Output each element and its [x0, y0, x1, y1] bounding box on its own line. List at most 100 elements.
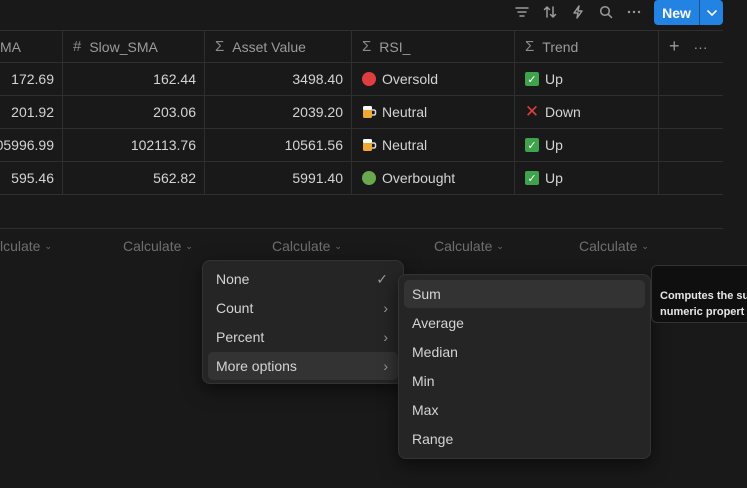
- menu-item-label: None: [216, 271, 250, 287]
- chevron-down-icon: ⌄: [334, 240, 342, 251]
- tooltip-line: Computes the su: [660, 290, 747, 302]
- rsi-label: Neutral: [382, 104, 428, 120]
- cell-empty: [659, 96, 723, 128]
- column-header-label: Asset Value: [232, 38, 306, 55]
- menu-item-range[interactable]: Range: [412, 431, 454, 447]
- new-dropdown-button[interactable]: [700, 0, 723, 25]
- search-icon[interactable]: [595, 3, 617, 21]
- column-header-slow-sma[interactable]: # Slow_SMA: [63, 31, 205, 62]
- red-circle-icon: [361, 71, 377, 87]
- menu-item-label: Percent: [216, 329, 265, 345]
- chevron-down-icon: ⌄: [496, 240, 504, 251]
- cell-empty: [659, 162, 723, 194]
- new-button[interactable]: New: [662, 4, 691, 21]
- column-header-asset-value[interactable]: Σ Asset Value: [205, 31, 352, 62]
- table-row[interactable]: 201.92 203.06 2039.20 Neutral ✕ Down: [0, 96, 723, 129]
- cell-trend[interactable]: ✓ Up: [515, 63, 659, 95]
- column-more-icon[interactable]: ···: [693, 38, 708, 55]
- more-icon[interactable]: [623, 3, 645, 21]
- new-button-divider: [699, 0, 700, 25]
- calculate-dropdown-slow-sma[interactable]: Calculate ⌄: [123, 237, 193, 255]
- chevron-right-icon: ›: [383, 329, 388, 345]
- rsi-label: Overbought: [382, 170, 456, 186]
- menu-item-label: Count: [216, 300, 254, 316]
- cell-slow-sma[interactable]: 203.06: [63, 96, 205, 128]
- cell-ma[interactable]: 201.92: [0, 96, 63, 128]
- calculate-label: Calculate: [123, 238, 182, 254]
- cell-asset-value[interactable]: 5991.40: [205, 162, 352, 194]
- column-actions: + ···: [659, 31, 723, 62]
- chevron-right-icon: ›: [383, 358, 388, 374]
- menu-item-min[interactable]: Min: [412, 373, 435, 389]
- cell-trend[interactable]: ✓ Up: [515, 129, 659, 161]
- column-header-label: RSI_: [379, 38, 411, 55]
- menu-item-none[interactable]: None ✓: [208, 265, 398, 293]
- chevron-right-icon: ›: [383, 300, 388, 316]
- column-header-ma[interactable]: MA: [0, 31, 63, 62]
- cell-asset-value[interactable]: 10561.56: [205, 129, 352, 161]
- menu-item-percent[interactable]: Percent ›: [208, 323, 398, 351]
- calculate-label: Calculate: [579, 238, 638, 254]
- sort-icon[interactable]: [539, 3, 561, 21]
- calculate-row-divider: [0, 228, 723, 229]
- chevron-down-icon: ⌄: [44, 240, 53, 251]
- cell-ma[interactable]: 595.46: [0, 162, 63, 194]
- cell-slow-sma[interactable]: 102113.76: [63, 129, 205, 161]
- cell-trend[interactable]: ✕ Down: [515, 96, 659, 128]
- cell-rsi[interactable]: Oversold: [352, 63, 515, 95]
- cell-slow-sma[interactable]: 562.82: [63, 162, 205, 194]
- view-toolbar: New: [0, 0, 747, 26]
- check-mark-icon: ✓: [524, 71, 540, 87]
- formula-property-icon: Σ: [215, 38, 225, 55]
- beer-mug-icon: [361, 104, 377, 120]
- cell-rsi[interactable]: Neutral: [352, 96, 515, 128]
- menu-item-median[interactable]: Median: [412, 344, 458, 360]
- menu-item-count[interactable]: Count ›: [208, 294, 398, 322]
- tooltip-line: numeric propert: [660, 306, 745, 318]
- check-mark-icon: ✓: [524, 137, 540, 153]
- beer-mug-icon: [361, 137, 377, 153]
- cell-asset-value[interactable]: 2039.20: [205, 96, 352, 128]
- cell-ma[interactable]: 05996.99: [0, 129, 63, 161]
- cell-empty: [659, 63, 723, 95]
- menu-item-sum[interactable]: Sum: [404, 280, 645, 308]
- sum-tooltip: Computes the su numeric propert: [651, 265, 747, 323]
- green-circle-icon: [361, 170, 377, 186]
- calculate-dropdown-ma[interactable]: lculate ⌄: [0, 237, 52, 255]
- formula-property-icon: Σ: [525, 38, 535, 55]
- cell-rsi[interactable]: Overbought: [352, 162, 515, 194]
- chevron-down-icon: ⌄: [185, 240, 193, 251]
- trend-label: Up: [545, 137, 563, 153]
- number-property-icon: #: [73, 38, 82, 55]
- rsi-label: Oversold: [382, 71, 439, 87]
- calculate-dropdown-rsi[interactable]: Calculate ⌄: [434, 237, 504, 255]
- formula-property-icon: Σ: [362, 38, 372, 55]
- column-header-label: MA: [0, 38, 21, 55]
- calculate-dropdown-trend[interactable]: Calculate ⌄: [579, 237, 649, 255]
- column-header-label: Slow_SMA: [89, 38, 158, 55]
- cell-slow-sma[interactable]: 162.44: [63, 63, 205, 95]
- cell-trend[interactable]: ✓ Up: [515, 162, 659, 194]
- more-options-submenu: Sum Average Median Min Max Range: [398, 274, 651, 459]
- column-header-rsi[interactable]: Σ RSI_: [352, 31, 515, 62]
- column-header-trend[interactable]: Σ Trend: [515, 31, 659, 62]
- check-mark-icon: ✓: [524, 170, 540, 186]
- cell-ma[interactable]: 172.69: [0, 63, 63, 95]
- menu-item-average[interactable]: Average: [412, 315, 464, 331]
- cell-rsi[interactable]: Neutral: [352, 129, 515, 161]
- menu-item-more-options[interactable]: More options ›: [208, 352, 398, 380]
- calculate-dropdown-asset-value[interactable]: Calculate ⌄: [272, 237, 342, 255]
- menu-item-max[interactable]: Max: [412, 402, 439, 418]
- automation-icon[interactable]: [567, 3, 589, 21]
- menu-item-label: More options: [216, 358, 297, 374]
- rsi-label: Neutral: [382, 137, 428, 153]
- table-row[interactable]: 05996.99 102113.76 10561.56 Neutral ✓ Up: [0, 129, 723, 162]
- cell-empty: [659, 129, 723, 161]
- calculate-label: Calculate: [434, 238, 493, 254]
- table-row[interactable]: 595.46 562.82 5991.40 Overbought ✓ Up: [0, 162, 723, 195]
- filter-icon[interactable]: [511, 3, 533, 21]
- add-column-icon[interactable]: +: [669, 36, 680, 56]
- cell-asset-value[interactable]: 3498.40: [205, 63, 352, 95]
- calculate-menu: None ✓ Count › Percent › More options ›: [202, 260, 404, 384]
- table-row[interactable]: 172.69 162.44 3498.40 Oversold ✓ Up: [0, 63, 723, 96]
